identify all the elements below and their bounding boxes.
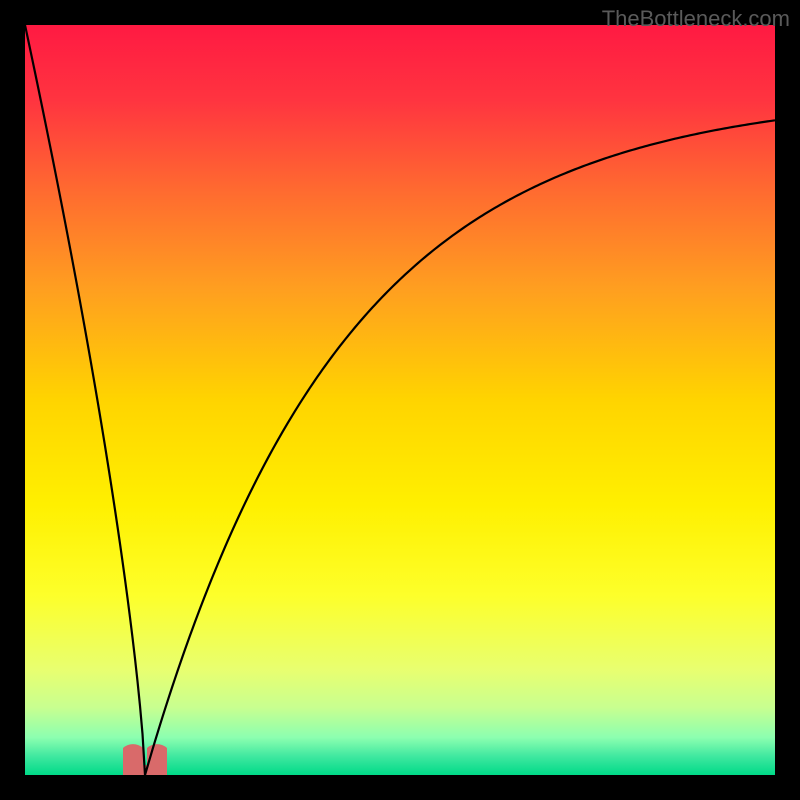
plot-area: [25, 25, 775, 775]
watermark-text: TheBottleneck.com: [602, 6, 790, 32]
gradient-background: [25, 25, 775, 775]
bottleneck-chart: [25, 25, 775, 775]
outer-frame: TheBottleneck.com: [0, 0, 800, 800]
